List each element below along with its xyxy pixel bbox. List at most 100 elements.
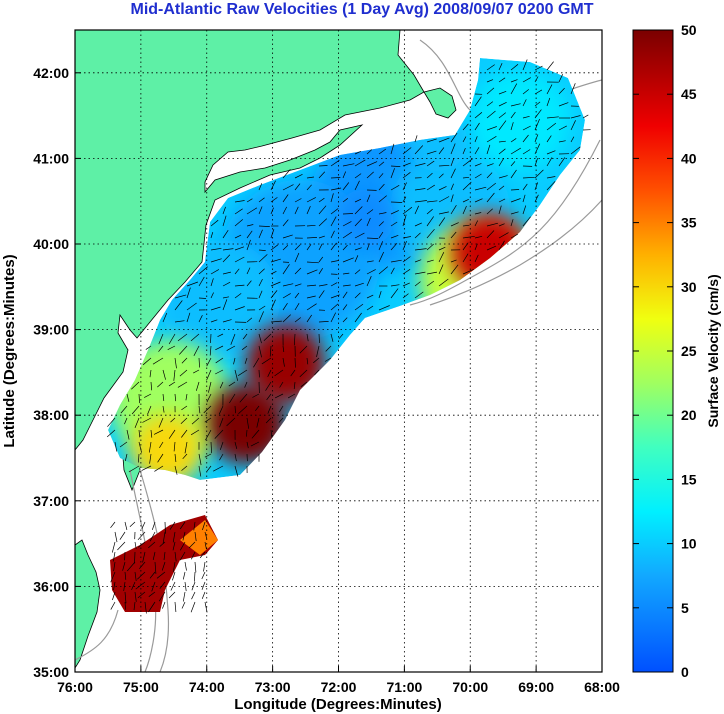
velocity-vector <box>133 601 136 611</box>
velocity-vector <box>366 171 374 179</box>
velocity-vector <box>122 561 126 571</box>
velocity-vector <box>354 292 361 299</box>
velocity-vector <box>228 381 236 387</box>
velocity-vector <box>510 211 519 215</box>
velocity-vector <box>210 292 214 299</box>
velocity-vector <box>204 531 208 539</box>
velocity-vector <box>210 269 220 275</box>
x-axis-ticks: 76:00 75:00 74:00 73:00 72:00 71:00 70:00 69:00… <box>57 666 620 695</box>
velocity-vector <box>279 405 284 413</box>
velocity-vector <box>474 96 482 107</box>
velocity-vector <box>390 143 395 155</box>
velocity-vector <box>306 314 312 323</box>
velocity-vector <box>294 317 302 323</box>
velocity-vector <box>354 159 366 167</box>
velocity-vector <box>306 224 316 227</box>
velocity-vector <box>498 240 505 251</box>
velocity-vector <box>180 417 188 425</box>
velocity-vector <box>112 551 116 562</box>
x-tick-label: 70:00 <box>452 679 488 695</box>
velocity-vector <box>354 180 360 191</box>
velocity-vector <box>124 601 126 610</box>
velocity-vector <box>170 581 176 591</box>
velocity-vector <box>215 369 224 375</box>
velocity-vector <box>486 182 497 191</box>
velocity-vector <box>113 561 116 572</box>
velocity-vector <box>330 303 339 311</box>
velocity-vector <box>294 183 301 191</box>
velocity-vector <box>195 381 200 391</box>
velocity-vector <box>152 551 156 560</box>
velocity-vector <box>194 571 196 582</box>
velocity-vector <box>222 281 231 287</box>
velocity-vector <box>426 280 435 287</box>
velocity-vector <box>318 235 325 239</box>
velocity-vector <box>179 345 188 355</box>
velocity-vector <box>168 429 176 439</box>
velocity-vector <box>190 601 196 613</box>
velocity-vector <box>162 393 165 401</box>
velocity-vector <box>486 87 495 95</box>
velocity-vector <box>474 122 480 131</box>
velocity-vector <box>510 147 521 155</box>
velocity-vector <box>246 429 248 437</box>
x-axis-label: Longitude (Degrees:Minutes) <box>234 696 442 713</box>
velocity-vector <box>144 393 152 398</box>
velocity-vector <box>210 441 212 454</box>
velocity-vector <box>426 172 433 179</box>
velocity-vector <box>267 369 272 377</box>
velocity-vector <box>142 357 152 366</box>
velocity-vector <box>251 429 260 439</box>
velocity-vector <box>255 405 260 412</box>
colorbar-ticks: 0 5 10 15 20 25 30 35 40 45 50 <box>633 22 697 680</box>
velocity-vector <box>342 284 351 287</box>
velocity-vector <box>474 163 482 167</box>
velocity-vector <box>182 531 186 541</box>
velocity-vector <box>426 200 438 203</box>
velocity-vector <box>474 243 478 251</box>
velocity-vector <box>114 531 118 543</box>
velocity-vector <box>486 144 491 155</box>
velocity-vector <box>474 198 483 203</box>
velocity-vector <box>222 254 231 263</box>
velocity-vector <box>354 206 363 215</box>
velocity-vector <box>330 312 337 323</box>
velocity-vector <box>402 282 410 287</box>
velocity-vector <box>330 216 337 227</box>
velocity-vector <box>324 357 332 362</box>
velocity-vector <box>486 79 494 83</box>
velocity-vector <box>426 160 435 167</box>
velocity-vector <box>354 150 362 155</box>
velocity-vector <box>128 465 140 473</box>
velocity-vector <box>462 147 466 155</box>
velocity-vector <box>330 187 342 191</box>
velocity-vector <box>354 303 364 311</box>
velocity-vector <box>294 206 299 215</box>
velocity-vector <box>294 198 302 203</box>
velocity-vector <box>498 120 507 131</box>
velocity-vector <box>246 267 251 275</box>
velocity-vector <box>306 303 317 311</box>
velocity-vector <box>154 561 157 574</box>
velocity-vector <box>498 77 506 83</box>
velocity-vector <box>414 222 422 227</box>
velocity-vector <box>378 251 385 263</box>
velocity-vector <box>510 219 514 227</box>
colorbar-tick-label: 5 <box>681 600 689 616</box>
velocity-vector <box>174 465 178 475</box>
velocity-vector <box>294 283 302 287</box>
velocity-vector <box>222 271 231 275</box>
velocity-vector <box>193 369 200 374</box>
velocity-vector <box>510 198 521 203</box>
velocity-vector <box>106 429 116 438</box>
velocity-vector <box>163 551 166 560</box>
velocity-vector <box>522 99 527 107</box>
velocity-vector <box>498 112 507 119</box>
velocity-vector <box>198 276 205 287</box>
velocity-vector <box>330 333 334 342</box>
velocity-vector <box>174 601 177 613</box>
velocity-vector <box>190 551 196 560</box>
velocity-vector <box>546 84 553 95</box>
velocity-vector <box>294 267 302 275</box>
